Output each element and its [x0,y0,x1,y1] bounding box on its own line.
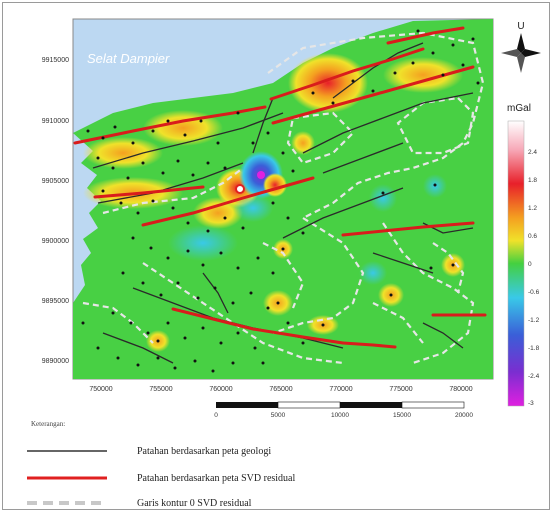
anomaly-patch [288,53,368,113]
legend-label: Patahan berdasarkan peta SVD residual [137,473,295,484]
scale-label: 10000 [331,412,349,419]
colorbar-label: -1.8 [528,345,540,352]
colorbar-label: 1.2 [528,205,537,212]
anomaly-patch [233,194,273,222]
anomaly-patch [359,261,387,285]
y-tick-label: 9915000 [42,57,69,64]
colorbar-label: -2.4 [528,373,540,380]
zero-contours [82,31,485,365]
faults-svd [73,26,487,349]
colorbar-label: 0.6 [528,233,537,240]
anomaly-patch [383,57,463,93]
anomaly-patch [83,137,163,169]
x-tick-label: 775000 [389,386,412,393]
y-tick-label: 9910000 [42,118,69,125]
scale-labels: 0 5000 10000 15000 20000 [214,412,473,419]
sea-label: Selat Dampier [87,51,170,66]
colorbar-label: -0.6 [528,289,540,296]
figure-frame: Selat Dampier 9915000 9910000 9905000 99… [2,2,550,510]
scale-bar: 0 5000 10000 15000 20000 [214,401,473,419]
colorbar-label: 2.4 [528,149,537,156]
colorbar: mGal 2.4 1.8 1.2 0.6 0 -0.6 -1.2 -1.8 -2… [507,103,540,407]
scale-label: 0 [214,412,218,419]
y-tick-label: 9900000 [42,238,69,245]
x-tick-label: 760000 [209,386,232,393]
anomaly-patch [369,184,397,212]
y-tick-label: 9890000 [42,358,69,365]
colorbar-ramp [507,120,525,407]
compass-rose-icon [501,33,541,73]
colorbar-unit: mGal [507,103,531,114]
anomaly-patch [193,197,243,229]
colorbar-label: 1.8 [528,177,537,184]
scale-segment [277,401,341,409]
x-tick-label: 765000 [269,386,292,393]
map-area: Selat Dampier 9915000 9910000 9905000 99… [42,18,494,393]
legend-label: Patahan berdasarkan peta geologi [137,446,271,457]
legend: Keterangan: Patahan berdasarkan peta geo… [27,420,295,509]
map-figure: Selat Dampier 9915000 9910000 9905000 99… [27,18,541,509]
peak-marker [235,184,245,194]
anomaly-patch [168,225,238,261]
scale-label: 5000 [271,412,286,419]
scale-segment [340,402,402,408]
scale-segment [216,402,278,408]
colorbar-label: 0 [528,261,532,268]
x-tick-label: 770000 [329,386,352,393]
colorbar-label: -3 [528,400,534,407]
x-tick-label: 755000 [149,386,172,393]
scale-segment [401,401,465,409]
y-tick-label: 9895000 [42,298,69,305]
north-label: U [517,21,524,32]
scale-label: 15000 [393,412,411,419]
scale-label: 20000 [455,412,473,419]
y-tick-label: 9905000 [42,178,69,185]
legend-title: Keterangan: [31,420,65,428]
y-axis-ticks: 9915000 9910000 9905000 9900000 9895000 … [42,57,69,365]
legend-label: Garis kontur 0 SVD residual [137,498,252,509]
x-tick-label: 750000 [89,386,112,393]
colorbar-labels: 2.4 1.8 1.2 0.6 0 -0.6 -1.2 -1.8 -2.4 -3 [528,149,540,407]
measurement-points [81,29,480,373]
colorbar-label: -1.2 [528,317,540,324]
anomaly-patch [291,131,315,155]
north-arrow: U [501,21,541,73]
x-tick-label: 780000 [449,386,472,393]
x-axis-ticks: 750000 755000 760000 765000 770000 77500… [89,386,472,393]
low-marker [257,171,265,179]
